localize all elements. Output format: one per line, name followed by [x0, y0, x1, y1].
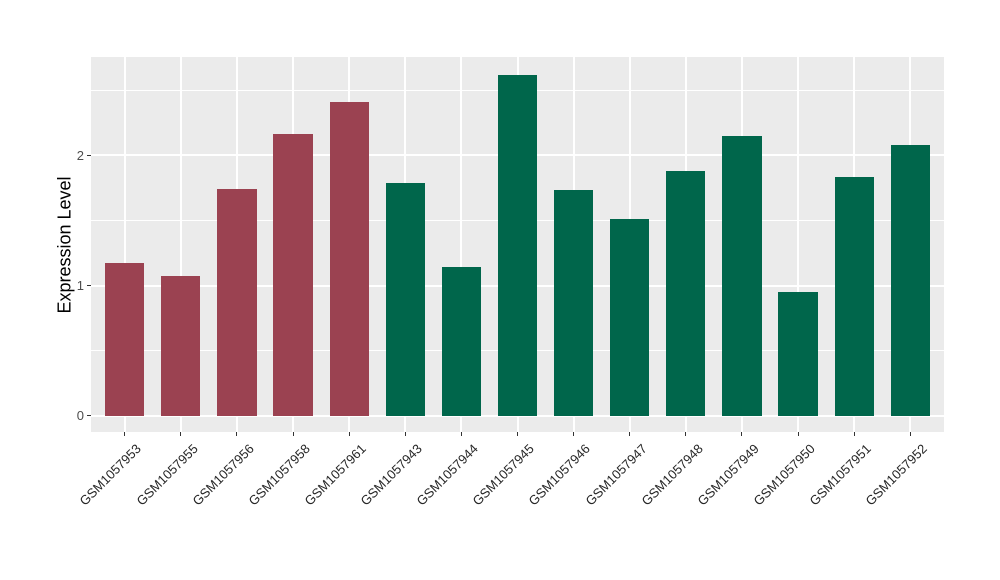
- x-tick-mark: [292, 432, 294, 436]
- x-tick-mark: [909, 432, 911, 436]
- y-tick-mark: [86, 415, 91, 417]
- bar-GSM1057948: [666, 170, 706, 416]
- x-tick-mark: [517, 432, 518, 436]
- bar-GSM1057950: [778, 292, 818, 416]
- bar-GSM1057945: [497, 74, 538, 416]
- bar-GSM1057955: [161, 276, 201, 416]
- x-tick-mark: [573, 432, 575, 436]
- x-tick-mark: [236, 432, 238, 436]
- x-tick-mark: [741, 432, 743, 436]
- x-tick-mark: [124, 432, 126, 436]
- bar-GSM1057943: [385, 182, 425, 416]
- gridline-vertical: [179, 57, 182, 432]
- gridline-vertical: [460, 57, 463, 432]
- x-tick-mark: [348, 432, 350, 436]
- bar-GSM1057949: [722, 135, 762, 416]
- x-tick-mark: [629, 432, 631, 436]
- gridline-vertical: [797, 57, 800, 432]
- gridline-vertical: [123, 57, 126, 432]
- x-tick-mark: [797, 432, 799, 436]
- bar-GSM1057952: [890, 144, 930, 416]
- y-tick-label: 2: [76, 147, 84, 163]
- bar-GSM1057947: [610, 219, 650, 416]
- bar-GSM1057958: [273, 134, 313, 416]
- y-tick-label: 0: [76, 408, 84, 424]
- bar-GSM1057951: [834, 177, 874, 416]
- bar-GSM1057956: [217, 189, 257, 416]
- plot-panel: [91, 57, 944, 432]
- x-tick-mark: [685, 432, 687, 436]
- bar-GSM1057944: [441, 267, 482, 416]
- x-tick-mark: [180, 432, 182, 436]
- y-tick-mark: [86, 285, 91, 287]
- x-tick-mark: [853, 432, 855, 436]
- y-tick-mark: [86, 154, 91, 156]
- bar-GSM1057946: [553, 190, 594, 416]
- x-tick-mark: [460, 432, 462, 436]
- bar-GSM1057961: [329, 101, 369, 416]
- y-tick-label: 1: [76, 278, 84, 294]
- bar-GSM1057953: [105, 263, 145, 416]
- x-tick-mark: [404, 432, 406, 436]
